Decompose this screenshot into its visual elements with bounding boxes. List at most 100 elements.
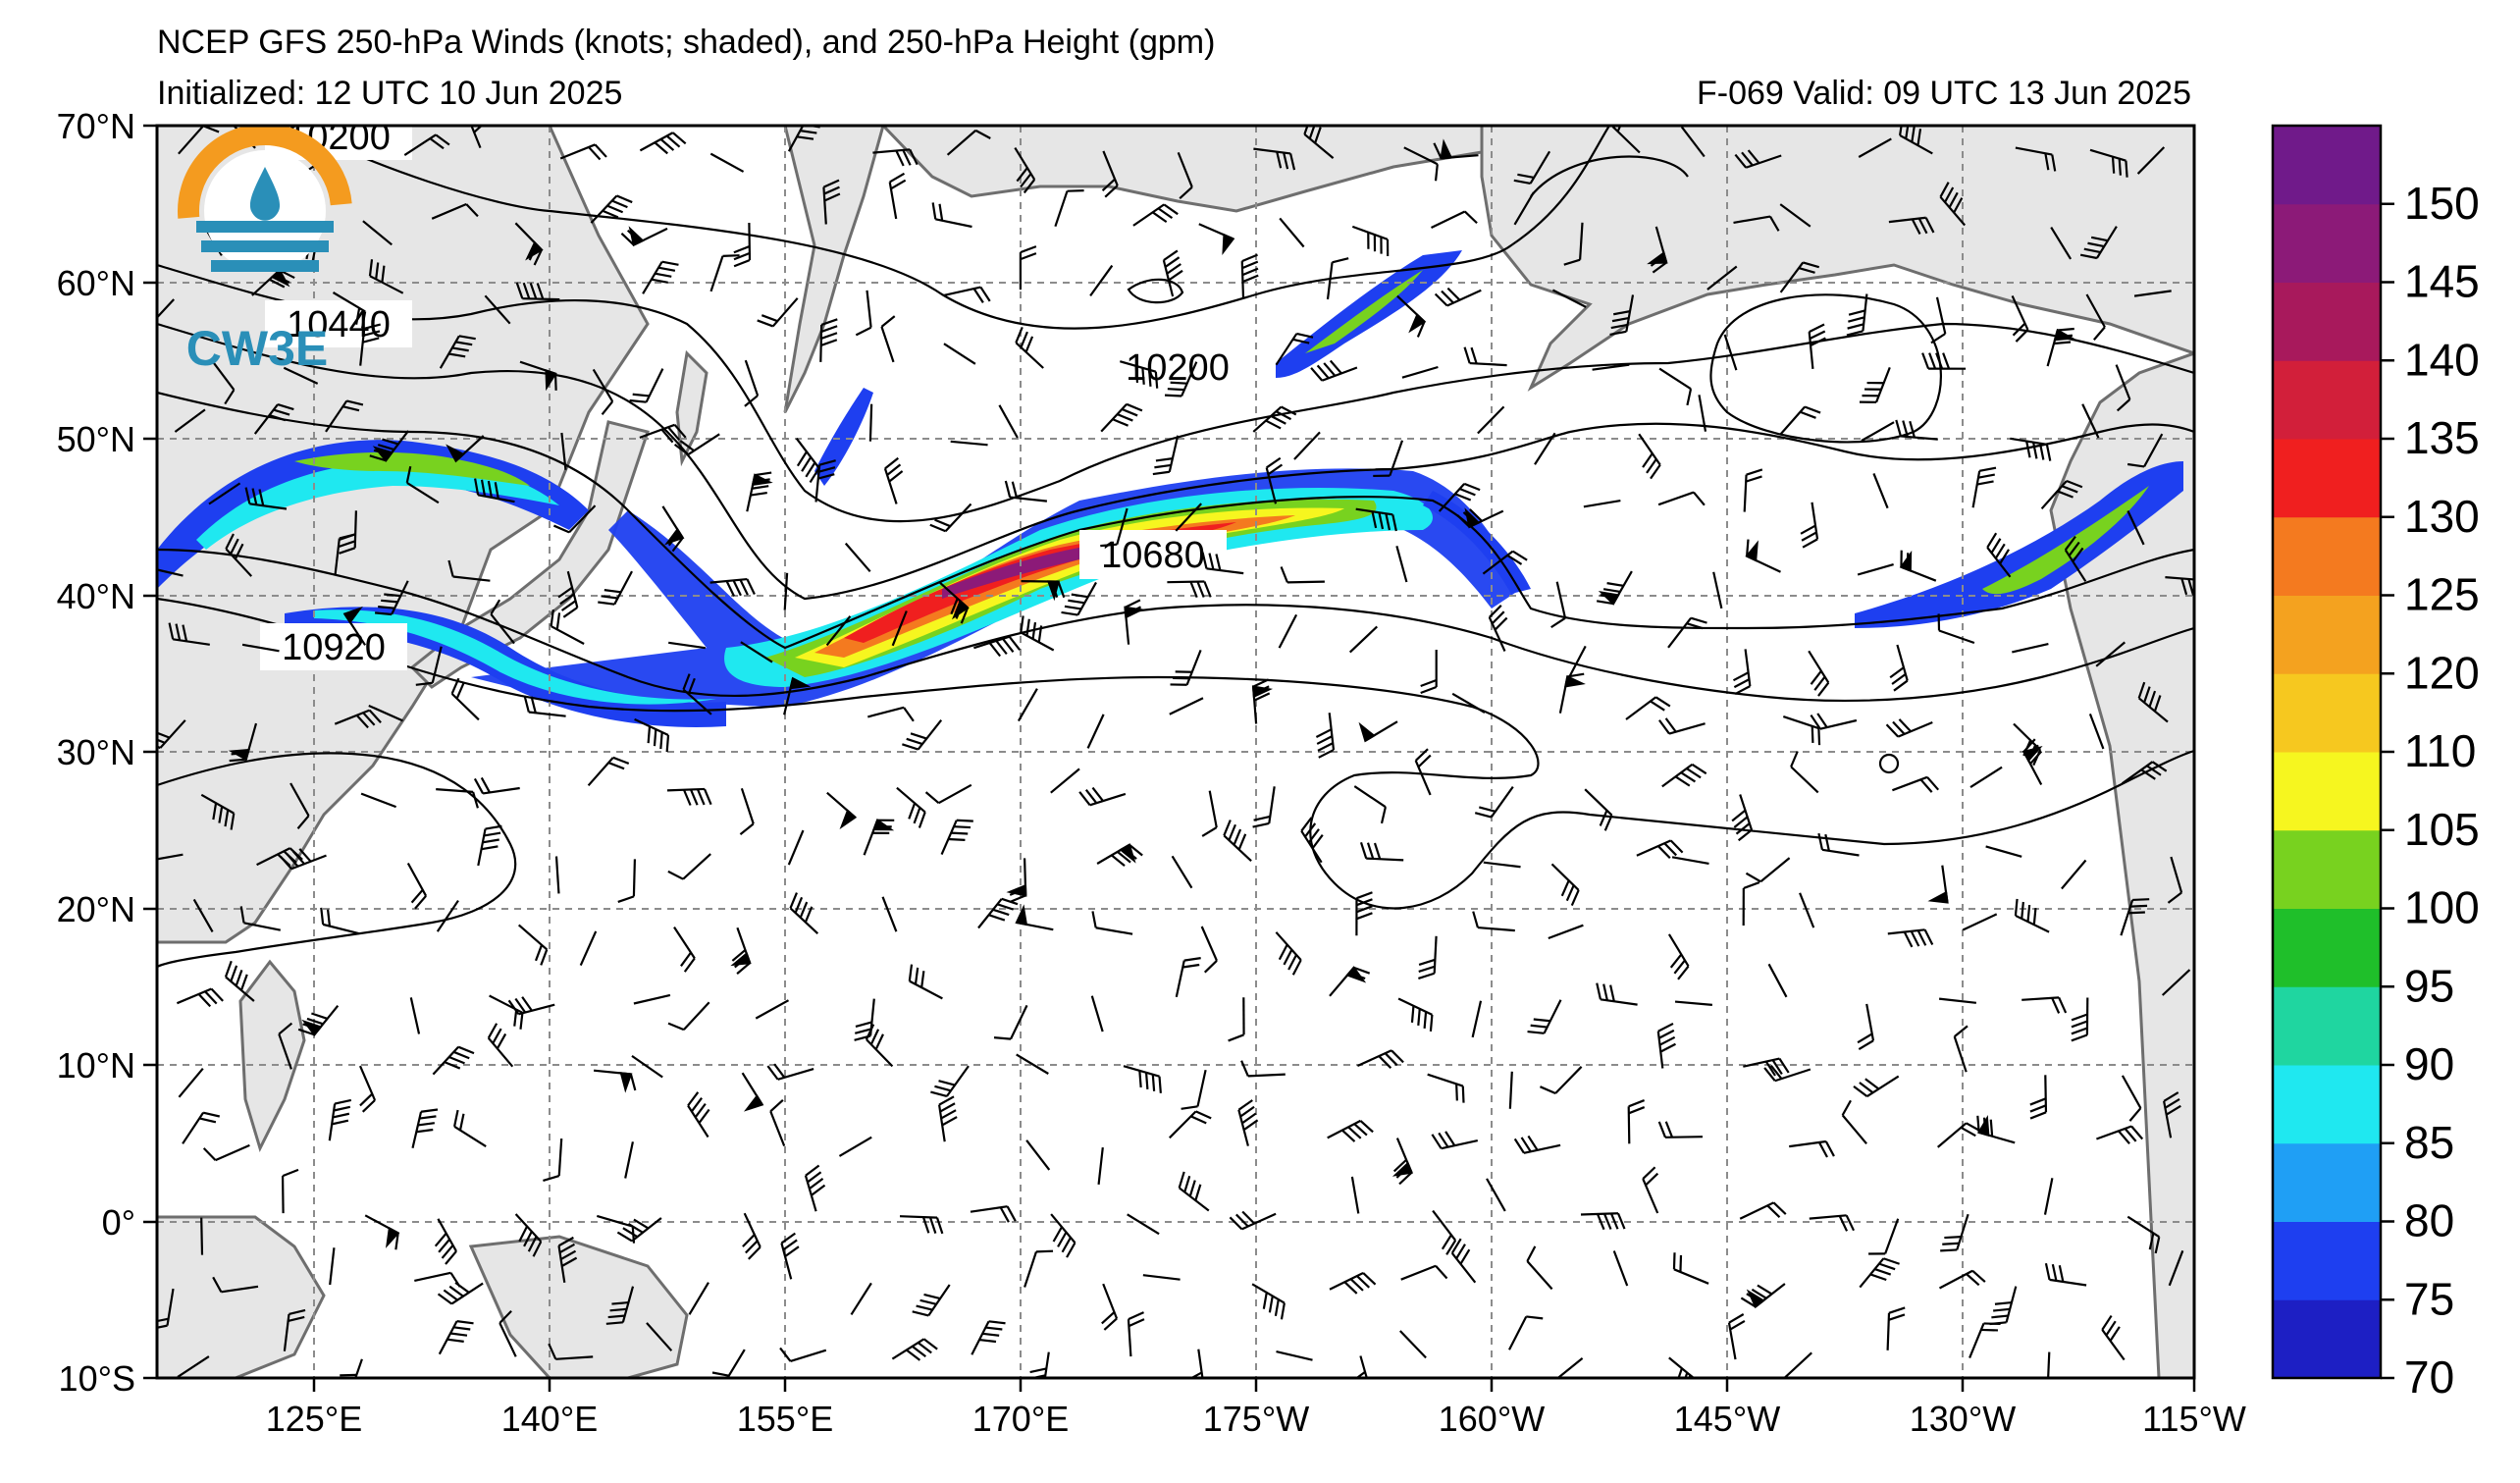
wind-barb <box>1817 832 1860 857</box>
wind-barb <box>2115 364 2131 412</box>
wind-barb <box>1086 714 1105 749</box>
wind-barb <box>1712 571 1723 609</box>
wind-barb <box>1483 861 1521 869</box>
wind-barb <box>406 862 428 910</box>
wind-barb <box>359 323 381 366</box>
wind-barb <box>912 1284 951 1317</box>
wind-barb <box>709 577 756 597</box>
wind-barb <box>1434 287 1482 307</box>
wind-barb <box>1779 405 1821 436</box>
wind-barb <box>411 1108 439 1149</box>
logo-wave-3 <box>211 260 319 272</box>
contour-label-4: 10680 <box>1101 535 1205 576</box>
wind-barb <box>2050 227 2073 260</box>
wind-barb <box>1740 1283 1786 1309</box>
wind-barb <box>795 438 820 484</box>
wind-barb <box>1169 1110 1212 1139</box>
wind-barb <box>1355 507 1397 532</box>
wind-barb <box>1889 644 1909 692</box>
init-time: Initialized: 12 UTC 10 Jun 2025 <box>157 75 622 112</box>
jet-west-asia-cyan <box>196 459 559 550</box>
wind-barb <box>742 1212 761 1260</box>
wind-barb <box>1611 126 1641 154</box>
wind-barb <box>1742 881 1760 927</box>
jet-gulf-tail <box>1423 491 1531 594</box>
lon-label: 125°E <box>266 1399 362 1439</box>
wind-barb <box>514 1213 543 1257</box>
wind-barb <box>1580 1212 1626 1231</box>
colorbar-tick-label: 85 <box>2404 1117 2454 1168</box>
wind-barb <box>867 706 915 722</box>
wind-barb <box>883 456 904 504</box>
wind-barb <box>1329 966 1371 997</box>
wind-barb <box>490 599 515 645</box>
wind-barb <box>2136 146 2166 175</box>
wind-barb <box>666 787 712 806</box>
colorbar-tick-label: 95 <box>2404 960 2454 1011</box>
wind-barb <box>783 676 812 715</box>
wind-barb <box>437 1281 484 1305</box>
wind-barb <box>210 359 236 405</box>
wind-barb <box>543 1139 563 1183</box>
wind-barb <box>944 286 991 304</box>
wind-barb <box>2040 479 2083 510</box>
wind-barb <box>1609 294 1635 336</box>
wind-barb <box>1127 1213 1160 1236</box>
colorbar-tick-label: 90 <box>2404 1038 2454 1089</box>
wind-barb <box>432 1045 475 1076</box>
wind-barb <box>1359 842 1404 862</box>
wind-barb <box>1846 293 1868 337</box>
colorbar-swatch <box>2273 829 2381 909</box>
wind-barb <box>224 960 255 1002</box>
jet-main-yellow <box>795 507 1344 667</box>
wind-barb <box>579 930 598 967</box>
wind-barb <box>1861 421 1895 442</box>
wind-barb <box>1872 473 1889 509</box>
wind-barb <box>1790 751 1819 794</box>
colorbar-swatch <box>2273 908 2381 987</box>
wind-barb <box>617 859 636 904</box>
wind-barb <box>334 709 382 729</box>
wind-barb <box>1888 216 1935 236</box>
wind-barb <box>1472 911 1515 932</box>
wind-barb <box>434 1218 457 1265</box>
wind-barb <box>332 291 367 329</box>
wind-barb <box>517 924 549 966</box>
lat-label: 70°N <box>57 106 135 146</box>
wind-barb <box>2029 1075 2048 1120</box>
wind-barb <box>523 695 566 717</box>
wind-barb <box>593 1069 637 1093</box>
jet-south-japan-cyan <box>314 609 716 705</box>
logo-ring-orange <box>178 126 352 298</box>
wind-barb <box>1731 794 1754 842</box>
wind-barb <box>850 1282 872 1316</box>
wind-barb <box>1671 856 1709 865</box>
wind-barb <box>590 194 633 224</box>
wind-barb <box>2021 996 2068 1014</box>
wind-barb <box>1986 532 2012 578</box>
wind-barb <box>208 482 241 505</box>
wind-barb <box>1743 468 1763 512</box>
lat-label: 10°S <box>59 1358 135 1399</box>
wind-barb <box>868 403 873 442</box>
wind-barb <box>1228 997 1245 1042</box>
wind-barb <box>739 787 755 835</box>
colorbar-swatch <box>2273 673 2381 753</box>
wind-barb <box>1025 1139 1051 1171</box>
wind-barb <box>971 1320 1006 1355</box>
latitude-labels: 70°N 60°N 50°N 40°N 30°N 20°N 10°N 0° 10… <box>57 106 135 1399</box>
wind-barb <box>930 1065 970 1098</box>
wind-barb <box>2043 1178 2054 1215</box>
wind-barb <box>1021 580 1066 602</box>
wind-barb <box>342 606 367 646</box>
wind-barb <box>1658 367 1693 406</box>
wind-barb <box>872 148 919 167</box>
wind-barb <box>1779 261 1820 293</box>
wind-barb <box>212 1276 259 1294</box>
wind-barb <box>1857 1003 1875 1050</box>
jet-bering-green <box>1305 270 1423 353</box>
lat-lon-grid <box>157 126 2194 1378</box>
wind-barb <box>2133 290 2172 297</box>
wind-barb <box>1276 1351 1313 1361</box>
land-kamchatka <box>783 126 885 413</box>
